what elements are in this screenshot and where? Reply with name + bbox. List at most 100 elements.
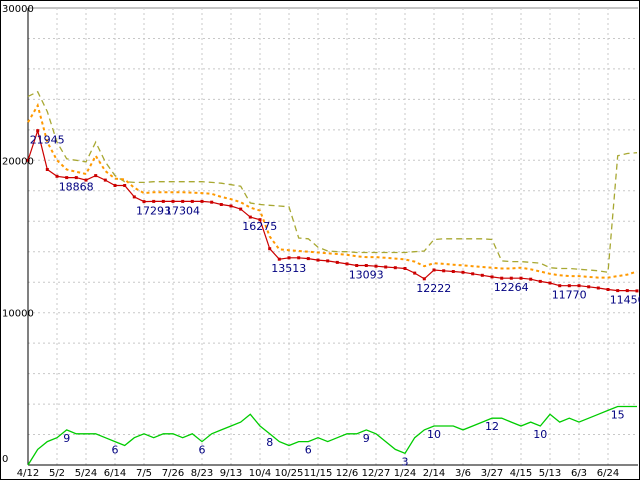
data-point-marker bbox=[219, 203, 223, 206]
data-point-marker bbox=[442, 269, 446, 273]
min-price-value-label: 12264 bbox=[494, 281, 529, 294]
data-point-marker bbox=[403, 267, 407, 270]
data-point-marker bbox=[248, 215, 252, 219]
data-point-marker bbox=[529, 277, 533, 281]
data-point-marker bbox=[113, 184, 117, 187]
data-point-marker bbox=[335, 260, 339, 264]
data-point-marker bbox=[94, 174, 98, 178]
min-price-value-label: 21945 bbox=[30, 134, 65, 147]
data-point-marker bbox=[393, 266, 397, 270]
min-price-value-label: 18868 bbox=[59, 181, 94, 194]
y-axis-labels: 30000 20000 10000 0 bbox=[2, 4, 34, 465]
shop-count-labels: 9 6 6 8 6 9 3 10 12 10 15 bbox=[63, 409, 625, 469]
data-point-marker bbox=[65, 176, 69, 180]
gridlines bbox=[27, 7, 638, 465]
x-tick-label: 4/12 bbox=[17, 468, 39, 479]
data-point-marker bbox=[451, 270, 455, 273]
data-point-marker bbox=[374, 264, 378, 268]
data-point-marker bbox=[268, 247, 272, 251]
data-point-marker bbox=[55, 174, 59, 178]
shop-count-value-label: 9 bbox=[363, 432, 370, 445]
shop-count-value-label: 6 bbox=[305, 444, 312, 457]
x-tick-label: 9/13 bbox=[220, 468, 242, 479]
data-point-marker bbox=[345, 262, 349, 266]
data-point-marker bbox=[606, 288, 610, 291]
data-point-marker bbox=[587, 285, 591, 289]
x-tick-label: 7/5 bbox=[136, 468, 152, 479]
data-point-marker bbox=[258, 218, 262, 222]
data-point-marker bbox=[635, 289, 639, 293]
x-tick-label: 10/4 bbox=[249, 468, 271, 479]
data-point-marker bbox=[190, 199, 194, 203]
data-point-marker bbox=[384, 265, 388, 269]
x-tick-label: 12/27 bbox=[362, 468, 391, 479]
data-point-marker bbox=[161, 199, 165, 203]
x-tick-label: 5/24 bbox=[75, 468, 97, 479]
x-tick-label: 6/14 bbox=[104, 468, 126, 479]
min-price-markers bbox=[26, 129, 639, 293]
x-tick-label: 10/25 bbox=[275, 468, 304, 479]
data-point-marker bbox=[538, 279, 542, 283]
data-point-marker bbox=[200, 199, 204, 203]
data-point-marker bbox=[316, 258, 320, 262]
min-price-value-label: 17304 bbox=[165, 204, 200, 217]
data-point-marker bbox=[616, 289, 620, 293]
shop-count-value-label: 8 bbox=[266, 436, 273, 449]
axes bbox=[27, 8, 638, 466]
x-tick-label: 3/6 bbox=[455, 468, 471, 479]
x-tick-label: 5/13 bbox=[539, 468, 561, 479]
y-tick-label: 20000 bbox=[2, 156, 34, 167]
y-tick-label: 30000 bbox=[2, 4, 34, 15]
data-point-marker bbox=[171, 199, 175, 203]
data-point-marker bbox=[84, 178, 88, 182]
x-tick-label: 7/26 bbox=[162, 468, 184, 479]
shop-count-value-label: 6 bbox=[112, 444, 119, 457]
data-point-marker bbox=[326, 259, 330, 263]
x-tick-label: 2/14 bbox=[423, 468, 445, 479]
max-price-line bbox=[27, 90, 638, 274]
data-point-marker bbox=[26, 158, 30, 162]
data-point-marker bbox=[480, 273, 484, 277]
data-point-marker bbox=[306, 257, 310, 261]
data-point-marker bbox=[45, 168, 49, 171]
min-price-line bbox=[27, 128, 638, 292]
data-point-marker bbox=[103, 178, 107, 182]
shop-count-value-label: 9 bbox=[63, 432, 70, 445]
data-point-marker bbox=[490, 275, 494, 279]
data-point-marker bbox=[567, 284, 571, 288]
shop-count-value-label: 3 bbox=[402, 455, 409, 468]
data-point-marker bbox=[181, 199, 185, 203]
data-point-marker bbox=[229, 204, 233, 208]
y-tick-label: 0 bbox=[2, 454, 8, 465]
data-point-marker bbox=[142, 200, 146, 204]
data-point-marker bbox=[36, 129, 40, 133]
data-point-marker bbox=[152, 199, 156, 203]
data-point-marker bbox=[297, 256, 301, 260]
min-price-value-label: 11450 bbox=[610, 294, 640, 307]
shop-count-value-label: 12 bbox=[485, 420, 499, 433]
shop-count-value-label: 6 bbox=[199, 444, 206, 457]
data-point-marker bbox=[123, 184, 127, 187]
data-point-marker bbox=[461, 270, 465, 274]
shop-count-value-label: 15 bbox=[611, 409, 625, 422]
min-price-value-label: 12222 bbox=[416, 282, 451, 295]
data-point-marker bbox=[577, 284, 581, 288]
x-tick-label: 6/24 bbox=[597, 468, 619, 479]
shop-count-line bbox=[27, 405, 637, 466]
x-tick-label: 11/15 bbox=[304, 468, 333, 479]
data-point-marker bbox=[422, 277, 426, 281]
data-point-marker bbox=[548, 281, 552, 285]
y-tick-label: 10000 bbox=[2, 309, 34, 320]
data-point-marker bbox=[364, 264, 368, 267]
x-tick-label: 12/6 bbox=[336, 468, 358, 479]
data-point-marker bbox=[277, 257, 281, 261]
data-point-marker bbox=[413, 271, 417, 275]
data-point-marker bbox=[355, 264, 359, 267]
shop-count-value-label: 10 bbox=[427, 428, 441, 441]
data-point-marker bbox=[500, 276, 504, 280]
data-point-marker bbox=[132, 195, 136, 199]
x-tick-label: 8/23 bbox=[191, 468, 213, 479]
